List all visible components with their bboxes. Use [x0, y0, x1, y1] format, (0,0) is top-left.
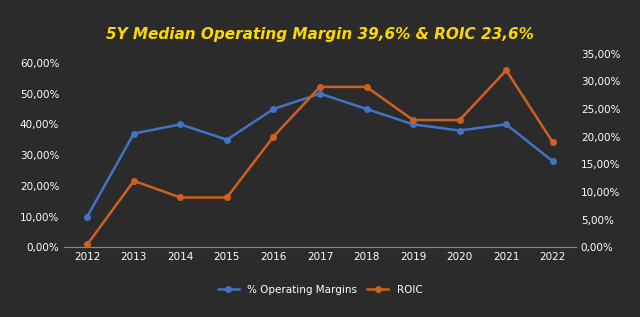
ROIC: [549, 140, 557, 144]
% Operating Margins: [269, 107, 277, 111]
Line: % Operating Margins: % Operating Margins: [84, 91, 556, 219]
% Operating Margins: [549, 159, 557, 163]
ROIC: [177, 196, 184, 199]
ROIC: [456, 118, 463, 122]
% Operating Margins: [83, 215, 91, 218]
ROIC: [316, 85, 324, 89]
% Operating Margins: [409, 122, 417, 126]
ROIC: [269, 135, 277, 139]
Legend: % Operating Margins, ROIC: % Operating Margins, ROIC: [214, 282, 426, 298]
ROIC: [363, 85, 371, 89]
ROIC: [130, 179, 138, 183]
Line: ROIC: ROIC: [84, 68, 556, 247]
Title: 5Y Median Operating Margin 39,6% & ROIC 23,6%: 5Y Median Operating Margin 39,6% & ROIC …: [106, 27, 534, 42]
% Operating Margins: [223, 138, 231, 142]
% Operating Margins: [177, 122, 184, 126]
ROIC: [223, 196, 231, 199]
% Operating Margins: [363, 107, 371, 111]
% Operating Margins: [130, 132, 138, 135]
% Operating Margins: [502, 122, 510, 126]
% Operating Margins: [456, 129, 463, 133]
ROIC: [83, 243, 91, 246]
ROIC: [502, 68, 510, 72]
ROIC: [409, 118, 417, 122]
% Operating Margins: [316, 92, 324, 95]
